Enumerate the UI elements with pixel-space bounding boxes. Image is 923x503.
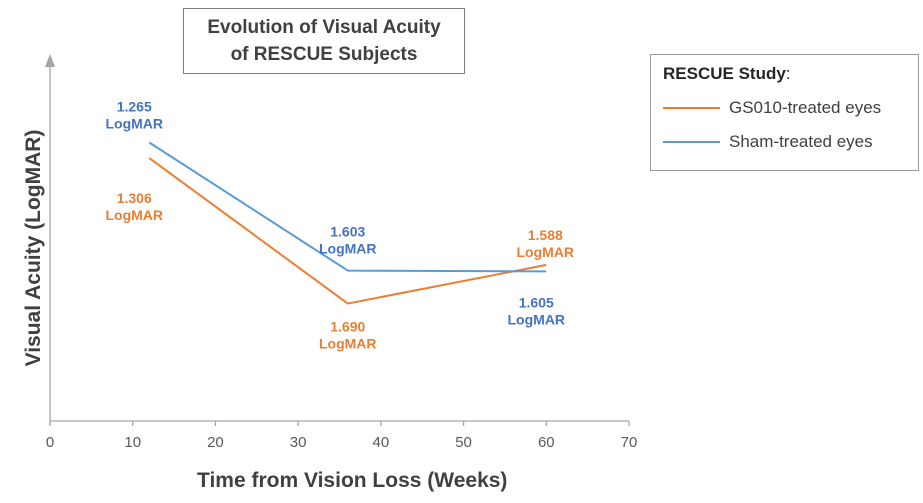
data-label-sham-0-value: 1.265	[117, 99, 152, 115]
data-label-gs010-1-value: 1.690	[330, 319, 365, 335]
data-label-gs010-0-value: 1.306	[117, 190, 152, 206]
data-label-gs010-2-unit: LogMAR	[517, 244, 575, 260]
data-label-gs010-1-unit: LogMAR	[319, 336, 377, 352]
chart-title-line-1: Evolution of Visual Acuity	[207, 17, 441, 38]
x-tick-label: 50	[455, 434, 472, 451]
legend-swatch-gs010	[663, 107, 720, 109]
series-lines	[148, 141, 547, 305]
data-label-sham-1-unit: LogMAR	[319, 241, 377, 257]
x-tick-label: 20	[207, 434, 224, 451]
chart-title-line-2: of RESCUE Subjects	[230, 44, 418, 65]
y-axis-title: Visual Acuity (LogMAR)	[22, 129, 45, 367]
legend-label-gs010: GS010-treated eyes	[729, 98, 882, 117]
legend-title-text: RESCUE Study	[663, 64, 786, 83]
legend-item-gs010: GS010-treated eyes	[663, 98, 881, 118]
x-tick-label: 70	[621, 434, 638, 451]
chart-title: Evolution of Visual Acuity of RESCUE Sub…	[183, 8, 465, 74]
x-tick-label: 10	[124, 434, 141, 451]
y-axis-arrow	[45, 54, 55, 67]
data-label-sham-0-unit: LogMAR	[105, 116, 163, 132]
data-labels: 1.306LogMAR1.690LogMAR1.588LogMAR1.265Lo…	[105, 99, 574, 352]
data-label-gs010-2-value: 1.588	[528, 227, 563, 243]
legend-item-sham: Sham-treated eyes	[663, 132, 873, 152]
data-label-gs010-0-unit: LogMAR	[105, 207, 163, 223]
data-label-sham-2-value: 1.605	[519, 294, 554, 310]
data-label-sham-1-value: 1.603	[330, 224, 365, 240]
x-tick-label: 60	[538, 434, 555, 451]
axes: 0 10 20 30 40 50 60 70	[45, 54, 637, 451]
legend-title-colon: :	[785, 64, 791, 83]
x-tick-label: 40	[373, 434, 390, 451]
series-line-gs010	[148, 157, 547, 305]
data-label-sham-2-unit: LogMAR	[508, 311, 566, 327]
series-line-sham	[148, 141, 547, 273]
x-tick-label: 30	[290, 434, 307, 451]
x-axis-title: Time from Vision Loss (Weeks)	[197, 469, 508, 492]
legend-label-sham: Sham-treated eyes	[729, 132, 873, 151]
legend: RESCUE Study: GS010-treated eyes Sham-tr…	[650, 54, 919, 171]
legend-swatch-sham	[663, 141, 720, 143]
legend-title: RESCUE Study:	[663, 64, 791, 84]
x-tick-label: 0	[46, 434, 54, 451]
